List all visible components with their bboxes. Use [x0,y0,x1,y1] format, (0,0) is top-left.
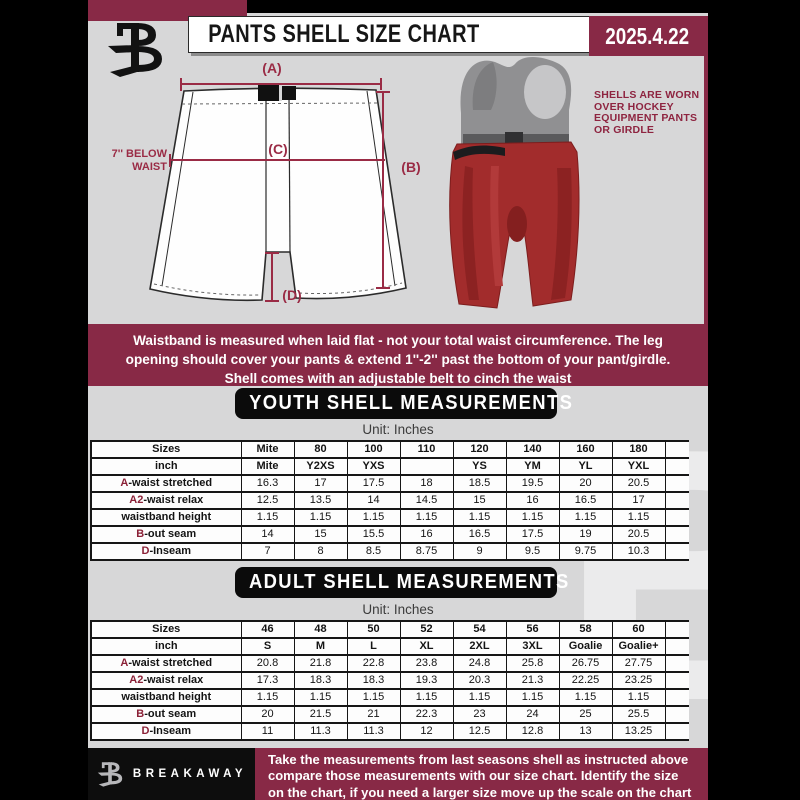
measure-arrow-b [376,91,390,289]
note-line: SHELLS ARE WORN [594,89,700,101]
youth-unit-label: Unit: Inches [362,422,434,437]
right-maroon-strip [704,16,708,326]
brand-name: BREAKAWAY [132,768,248,780]
table-row: Sizes Mite 80 100 110 120 140 160 180 [90,440,689,459]
breakaway-logo-icon [108,23,162,77]
measurement-instructions-banner: Waistband is measured when laid flat - n… [88,324,708,386]
page-title: PANTS SHELL SIZE CHART [208,20,480,48]
adult-unit-label: Unit: Inches [362,602,434,617]
shell-usage-note: SHELLS ARE WORN OVER HOCKEY EQUIPMENT PA… [594,89,712,136]
shorts-measurement-diagram: (A) (B) (C) (D) 7'' BELOW WAIST [112,60,421,303]
date-text: 2025.4.22 [605,23,689,49]
belt-buckle [258,85,296,101]
youth-size-table: Sizes Mite 80 100 110 120 140 160 180 inch Mite… [90,440,689,561]
adult-size-table: Sizes 46 48 50 52 54 56 58 60 inch S M L XL 2XL 3XL G… [90,620,689,741]
date-badge: 2025.4.22 [589,16,705,56]
banner-line: opening should cover your pants & extend… [125,352,671,367]
hockey-shell-photo [449,57,580,309]
table-row: A2-waist relax 12.5 13.5 14 14.5 15 16 16.5 17 [90,491,689,510]
adult-section-title: ADULT SHELL MEASUREMENTS [248,571,570,593]
diagram-label-d: (D) [282,287,301,303]
table-row: inch Mite Y2XS YXS YS YM YL YXL [90,457,689,476]
waist-note-line2: WAIST [132,161,167,173]
table-row: A-waist stretched 20.8 21.8 22.8 23.8 24.8 25… [90,654,689,673]
top-maroon-strip [88,0,247,21]
footer-brand-block: BREAKAWAY [88,748,255,800]
table-row: B-out seam 20 21.5 21 22.3 23 24 25 25.5 [90,705,689,724]
measure-arrow-c [169,154,385,167]
table-row: D-Inseam 7 8 8.5 8.75 9 9.5 9.75 10.3 [90,542,689,561]
note-line: OVER HOCKEY [594,100,674,113]
footer-line: on the chart, if you need a larger size … [268,784,692,800]
table-row: B-out seam 14 15 15.5 16 16.5 17.5 19 20.5 [90,525,689,544]
title-bar: PANTS SHELL SIZE CHART [188,16,590,53]
table-row: D-Inseam 11 11.3 11.3 12 12.5 12.8 13 13.25 [90,722,689,741]
banner-line: Shell comes with an adjustable belt to c… [224,371,572,386]
measure-arrow-d [265,252,279,302]
footer-line: compare those measurements with our size… [268,768,679,784]
diagram-label-a: (A) [262,60,281,76]
diagram-label-b: (B) [401,159,420,175]
footer-instructions: Take the measurements from last seasons … [255,748,708,800]
table-row: waistband height 1.15 1.15 1.15 1.15 1.15 1.1… [90,688,689,707]
note-line: OR GIRDLE [594,123,655,136]
diagram-label-c: (C) [268,141,287,157]
table-row: inch S M L XL 2XL 3XL Goalie Goalie+ [90,637,689,656]
youth-section-header: YOUTH SHELL MEASUREMENTS [235,388,572,419]
youth-section-title: YOUTH SHELL MEASUREMENTS [249,392,574,414]
table-row: Sizes 46 48 50 52 54 56 58 60 [90,620,689,639]
waist-note-line1: 7'' BELOW [112,148,168,160]
table-row: A-waist stretched 16.3 17 17.5 18 18.5 19.5 20… [90,474,689,493]
breakaway-footer-logo-icon [97,762,123,787]
table-row: waistband height 1.15 1.15 1.15 1.15 1.15 1.1… [90,508,689,527]
banner-line: Waistband is measured when laid flat - n… [133,333,663,348]
table-row: A2-waist relax 17.3 18.3 18.3 19.3 20.3 21.3 2… [90,671,689,690]
measure-arrow-a [180,78,382,91]
note-line: EQUIPMENT PANTS [594,112,698,124]
footer-line: Take the measurements from last seasons … [268,752,689,767]
adult-section-header: ADULT SHELL MEASUREMENTS [235,567,568,598]
